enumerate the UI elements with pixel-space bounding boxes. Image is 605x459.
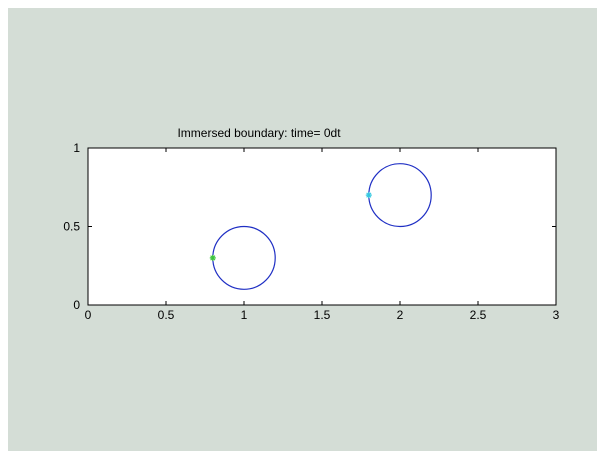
y-tick-label: 0 <box>73 298 80 312</box>
axes-area <box>87 147 557 306</box>
y-tick-label: 1 <box>73 141 80 155</box>
x-tick-label: 1.5 <box>314 308 331 322</box>
axis-ticks: 0 0.5 1 1.5 2 2.5 3 0 0.5 1 <box>63 141 559 322</box>
x-tick-label: 0 <box>85 308 92 322</box>
boundary-point-marker <box>365 192 372 199</box>
plot-canvas: Immersed boundary: time= 0dt 0 0.5 1 1.5 2 2.… <box>63 126 559 322</box>
boundary-point-marker <box>209 254 216 261</box>
x-tick-label: 2 <box>397 308 404 322</box>
figure-window: Immersed boundary: time= 0dt 0 0.5 1 1.5 2 2.… <box>8 8 597 451</box>
x-tick-label: 3 <box>553 308 560 322</box>
x-tick-label: 0.5 <box>158 308 175 322</box>
plot-marks <box>209 163 432 290</box>
chart-title: Immersed boundary: time= 0dt <box>177 126 341 140</box>
x-tick-label: 1 <box>241 308 248 322</box>
x-tick-label: 2.5 <box>470 308 487 322</box>
y-tick-label: 0.5 <box>63 220 80 234</box>
